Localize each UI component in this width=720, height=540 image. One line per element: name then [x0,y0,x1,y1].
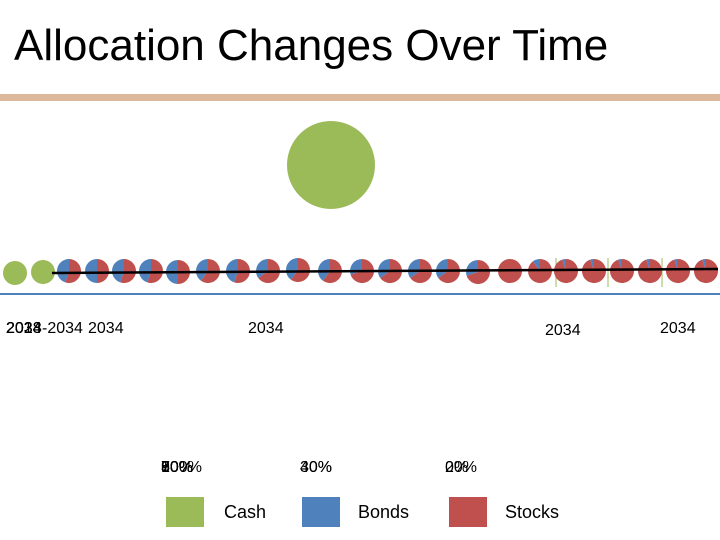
percent-label-2-0: 20% [445,459,477,476]
allocation-dot-24 [694,259,718,284]
dot-10-stocks [290,258,310,282]
date-label-0-0: 2034 [6,320,42,337]
date-label-1-0: -2034 [42,320,83,337]
percent-label-0-5: 100% [161,459,202,476]
legend-label-cash: Cash [224,502,267,522]
dot-2-bonds [56,259,69,283]
dot-1-cash [31,260,55,284]
allocation-dot-0 [3,261,27,285]
allocation-dot-20 [582,259,606,283]
title-divider [0,94,720,101]
allocation-dot-21 [610,259,634,284]
dot-4-bonds [111,259,124,283]
dot-11-bonds [318,259,330,281]
dot-13-bonds [378,259,390,279]
dot-7-bonds [196,259,208,281]
allocation-dot-2 [56,259,81,283]
date-label-0-3: 2014 [6,320,42,337]
dot-0-cash [3,261,27,285]
legend-swatch-cash [166,497,204,527]
dot-19-bonds [562,259,566,271]
allocation-dot-4 [111,259,136,283]
percent-label-0-2: 70% [161,459,193,476]
percent-label-2-1: 0% [445,459,468,476]
percent-label-0-3: 80% [161,459,193,476]
allocation-dot-16 [466,260,491,285]
allocation-dot-5 [138,259,163,283]
date-label-3-0: 2034 [248,320,284,337]
allocation-dot-25 [287,121,375,209]
date-label-0-2: 2028 [6,320,42,337]
dot-3-stocks [97,259,109,283]
legend-swatch-bonds [302,497,340,527]
dot-25-cash [287,121,375,209]
date-label-5-0: 2034 [660,320,696,337]
dot-5-bonds [138,259,151,283]
dot-21-bonds [618,259,622,271]
dot-20-bonds [590,259,594,271]
dot-3-bonds [85,259,97,283]
dot-16-stocks [466,260,491,285]
dot-15-bonds [436,259,448,279]
dot-18-bonds [532,259,540,271]
allocation-dot-23 [666,259,690,283]
legend-label-stocks: Stocks [505,502,560,522]
percent-label-0-0: 50% [161,459,193,476]
dot-5-stocks [147,259,163,283]
legend-label-bonds: Bonds [358,502,410,522]
dot-22-bonds [646,259,650,271]
dot-4-stocks [120,259,136,283]
percent-label-1-1: 40% [300,459,332,476]
chart-title: Allocation Changes Over Time [14,21,609,70]
allocation-dots [3,121,718,285]
percent-labels: 50%60%70%80%90%100% 30%40% 20%0% [161,459,477,476]
trend-line [51,267,719,275]
percent-label-0-1: 60% [161,459,193,476]
dot-10-bonds [286,258,298,280]
allocation-dot-22 [638,259,662,283]
percent-label-0-4: 90% [161,459,193,476]
dot-16-bonds [466,260,478,276]
percent-label-1-0: 30% [300,459,332,476]
dot-14-bonds [408,259,420,279]
date-label-4-0: 2034 [545,322,581,339]
date-label-0-1: 2033 [6,320,42,337]
date-label-2-0: 2034 [88,320,124,337]
dot-2-stocks [65,259,81,283]
allocation-dot-1 [31,260,55,284]
allocation-dot-10 [286,258,310,282]
allocation-dot-3 [85,259,109,283]
legend-swatch-stocks [449,497,487,527]
dot-9-bonds [256,259,268,279]
